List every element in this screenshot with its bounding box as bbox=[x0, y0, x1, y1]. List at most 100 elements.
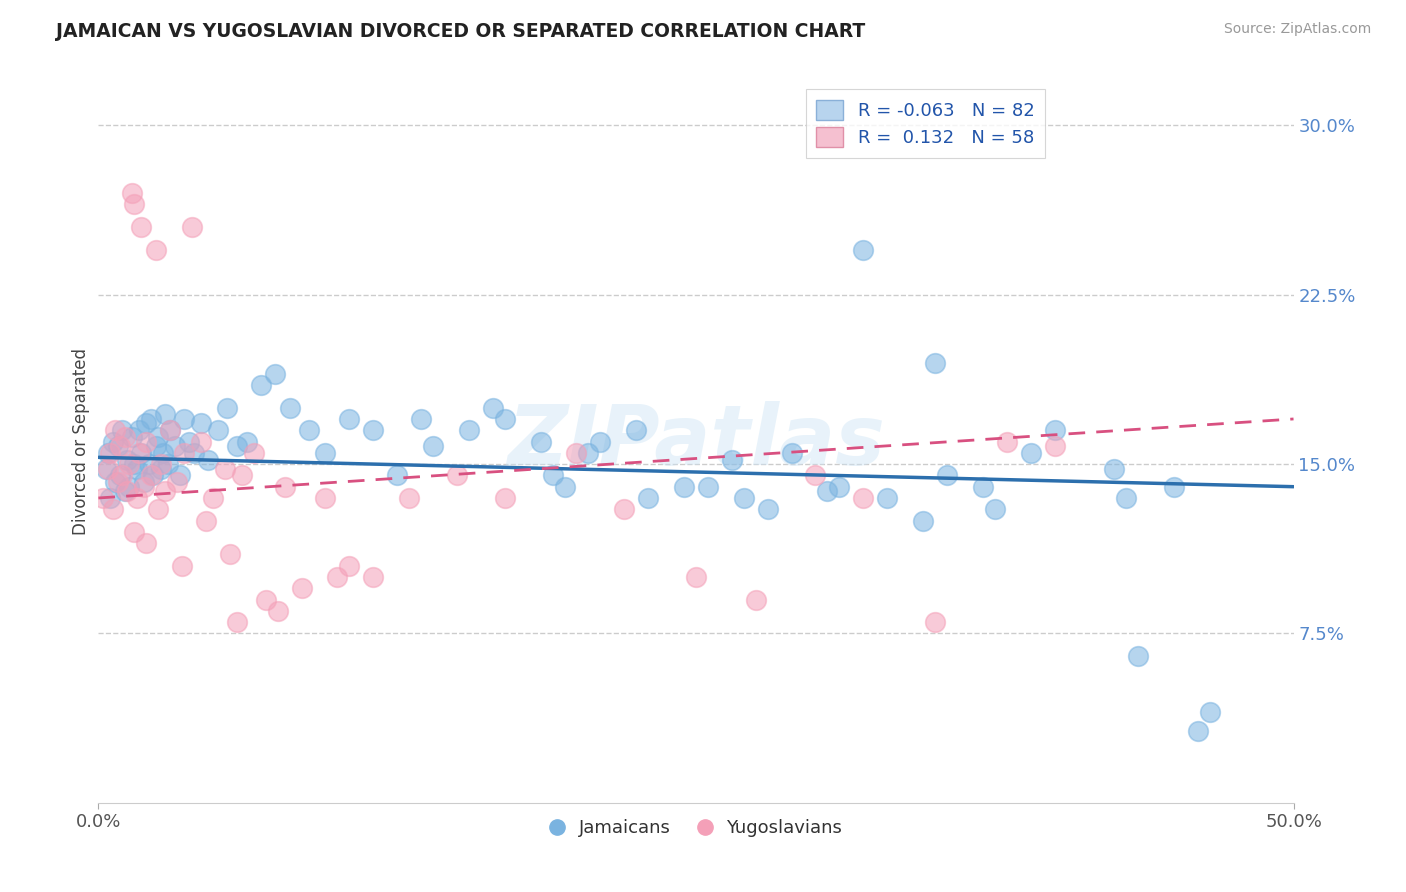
Point bbox=[685, 570, 707, 584]
Point bbox=[995, 434, 1018, 449]
Point bbox=[852, 243, 875, 257]
Point bbox=[326, 570, 349, 584]
Point bbox=[578, 446, 600, 460]
Point bbox=[114, 430, 136, 444]
Point bbox=[115, 452, 138, 467]
Point bbox=[298, 423, 321, 437]
Point bbox=[876, 491, 898, 505]
Point bbox=[828, 480, 851, 494]
Point bbox=[135, 536, 157, 550]
Point bbox=[984, 502, 1007, 516]
Point bbox=[217, 401, 239, 415]
Point bbox=[142, 468, 165, 483]
Point bbox=[190, 417, 212, 431]
Point bbox=[554, 480, 576, 494]
Point bbox=[148, 430, 170, 444]
Point bbox=[118, 480, 141, 494]
Point bbox=[626, 423, 648, 437]
Point bbox=[107, 439, 129, 453]
Legend: Jamaicans, Yugoslavians: Jamaicans, Yugoslavians bbox=[543, 812, 849, 845]
Point bbox=[148, 502, 170, 516]
Point bbox=[817, 484, 839, 499]
Point bbox=[202, 491, 225, 505]
Point bbox=[1199, 706, 1222, 720]
Point bbox=[101, 434, 124, 449]
Point bbox=[530, 434, 553, 449]
Point bbox=[180, 220, 202, 235]
Point bbox=[107, 475, 129, 490]
Point bbox=[264, 367, 287, 381]
Point bbox=[363, 423, 385, 437]
Point bbox=[482, 401, 505, 415]
Point bbox=[267, 604, 290, 618]
Point bbox=[128, 423, 150, 437]
Point bbox=[124, 457, 146, 471]
Point bbox=[339, 412, 361, 426]
Point bbox=[111, 468, 134, 483]
Point bbox=[243, 446, 266, 460]
Point bbox=[315, 446, 337, 460]
Point bbox=[494, 412, 516, 426]
Point bbox=[398, 491, 420, 505]
Point bbox=[139, 412, 162, 426]
Point bbox=[172, 558, 194, 573]
Point bbox=[135, 434, 157, 449]
Point bbox=[235, 434, 257, 449]
Point bbox=[121, 186, 143, 201]
Point bbox=[97, 446, 120, 460]
Point bbox=[121, 430, 143, 444]
Point bbox=[226, 439, 249, 453]
Point bbox=[135, 417, 157, 431]
Point bbox=[114, 484, 136, 499]
Point bbox=[565, 446, 588, 460]
Point bbox=[155, 408, 177, 422]
Point bbox=[179, 434, 201, 449]
Point bbox=[132, 475, 155, 490]
Point bbox=[166, 475, 188, 490]
Point bbox=[589, 434, 612, 449]
Point bbox=[1163, 480, 1185, 494]
Point bbox=[197, 452, 219, 467]
Point bbox=[132, 480, 155, 494]
Point bbox=[207, 423, 229, 437]
Point bbox=[195, 514, 218, 528]
Point bbox=[541, 468, 564, 483]
Point bbox=[183, 446, 205, 460]
Point bbox=[278, 401, 301, 415]
Point bbox=[152, 446, 174, 460]
Point bbox=[163, 439, 186, 453]
Point bbox=[138, 457, 160, 471]
Point bbox=[254, 592, 277, 607]
Point bbox=[124, 197, 146, 211]
Point bbox=[1187, 723, 1209, 738]
Point bbox=[115, 484, 138, 499]
Point bbox=[219, 548, 242, 562]
Point bbox=[363, 570, 385, 584]
Point bbox=[804, 468, 827, 483]
Point bbox=[936, 468, 959, 483]
Point bbox=[111, 423, 134, 437]
Point bbox=[173, 446, 195, 460]
Point bbox=[924, 615, 946, 630]
Point bbox=[733, 491, 755, 505]
Point bbox=[226, 615, 249, 630]
Point bbox=[125, 461, 148, 475]
Point bbox=[315, 491, 337, 505]
Point bbox=[446, 468, 468, 483]
Point bbox=[169, 468, 191, 483]
Point bbox=[145, 439, 167, 453]
Point bbox=[131, 446, 153, 460]
Point bbox=[673, 480, 696, 494]
Point bbox=[637, 491, 659, 505]
Point bbox=[125, 491, 148, 505]
Point bbox=[422, 439, 444, 453]
Point bbox=[1019, 446, 1042, 460]
Point bbox=[721, 452, 744, 467]
Point bbox=[924, 355, 946, 369]
Point bbox=[780, 446, 803, 460]
Point bbox=[1043, 439, 1066, 453]
Point bbox=[1115, 491, 1137, 505]
Point bbox=[972, 480, 994, 494]
Point bbox=[108, 439, 131, 453]
Point bbox=[458, 423, 481, 437]
